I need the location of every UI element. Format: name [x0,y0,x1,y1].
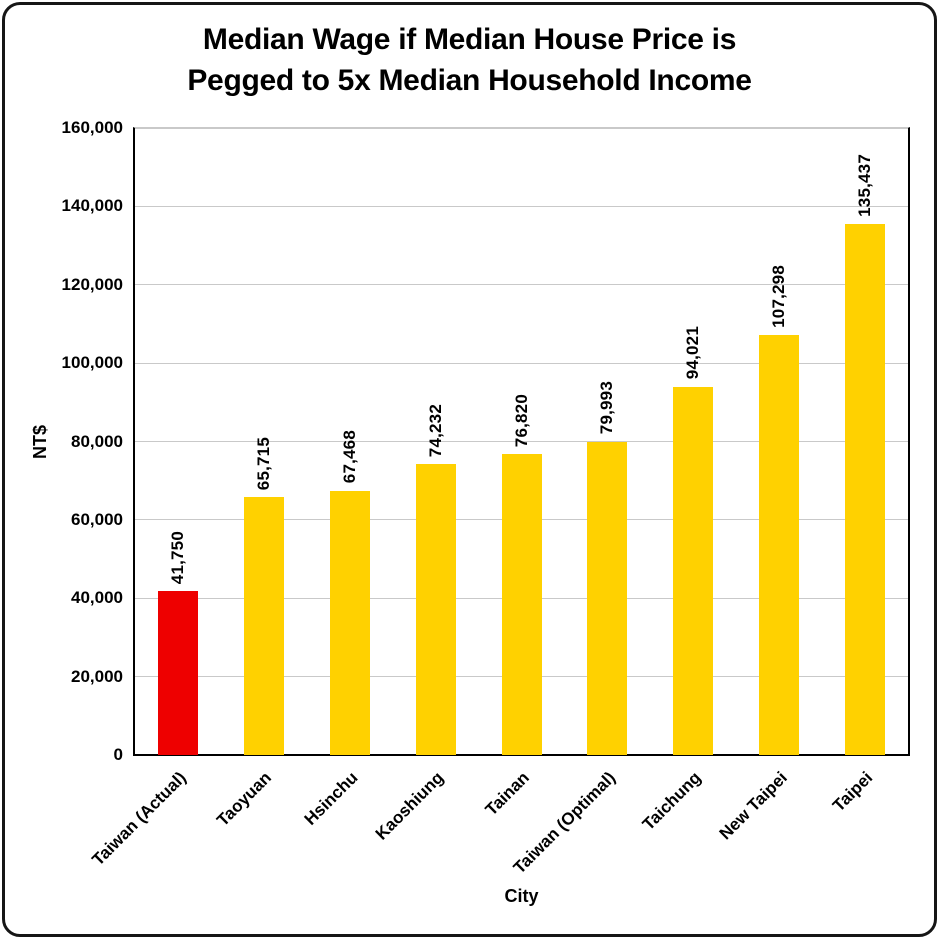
bar-taiwan-actual [157,591,198,755]
bar-value-label-taichung: 94,021 [683,326,703,380]
y-tick-label: 20,000 [71,666,123,686]
bar-value-label-tainan: 76,820 [511,393,531,447]
bar-value-label-new-taipei: 107,298 [769,264,789,328]
x-axis-title: City [504,886,539,906]
x-tick-label-taiwan-actual: Taiwan (Actual) [88,768,190,870]
bar-kaoshiung [415,464,456,755]
plot-area [133,127,910,756]
bar-taiwan-optimal [587,441,628,755]
y-tick-label: 160,000 [61,118,123,137]
y-tick-label: 120,000 [61,274,123,294]
bar-value-label-taiwan-optimal: 79,993 [597,381,617,435]
x-tick-label-new-taipei: New Taipei [715,768,791,844]
gridline [135,441,908,442]
bar-value-label-taipei: 135,437 [855,154,875,218]
gridline [135,205,908,207]
x-tick-label-taichung: Taichung [638,768,705,834]
bar-tainan [501,453,542,755]
x-tick-label-tainan: Tainan [481,768,533,820]
chart-title-line-2: Pegged to 5x Median Household Income [187,63,752,97]
gridline [135,362,908,364]
y-tick-label: 0 [113,745,123,764]
chart-title-line-1: Median Wage if Median House Price is [202,23,737,56]
bar-taoyuan [243,497,284,755]
y-tick-label: 100,000 [61,353,123,373]
x-tick-label-hsinchu: Hsinchu [300,768,362,829]
gridline [135,127,908,129]
y-tick-label: 60,000 [71,509,123,529]
y-axis-title: NT$ [30,424,50,459]
bar-new-taipei [759,334,800,755]
chart-title: Median Wage if Median House Price is Peg… [0,20,939,101]
bar-taipei [845,224,886,755]
x-tick-label-kaoshiung: Kaoshiung [371,768,448,844]
bar-value-label-taoyuan: 65,715 [253,437,273,491]
y-tick-label: 140,000 [61,196,123,216]
y-tick-label: 80,000 [71,431,123,451]
y-tick-label: 40,000 [71,588,123,608]
bar-value-label-hsinchu: 67,468 [339,430,359,484]
gridline [135,284,908,286]
x-tick-label-taoyuan: Taoyuan [213,768,276,830]
bar-value-label-kaoshiung: 74,232 [425,403,445,458]
x-tick-label-taipei: Taipei [829,768,877,816]
bar-hsinchu [329,490,370,755]
bar-taichung [673,386,714,755]
bar-value-label-taiwan-actual: 41,750 [167,531,187,585]
